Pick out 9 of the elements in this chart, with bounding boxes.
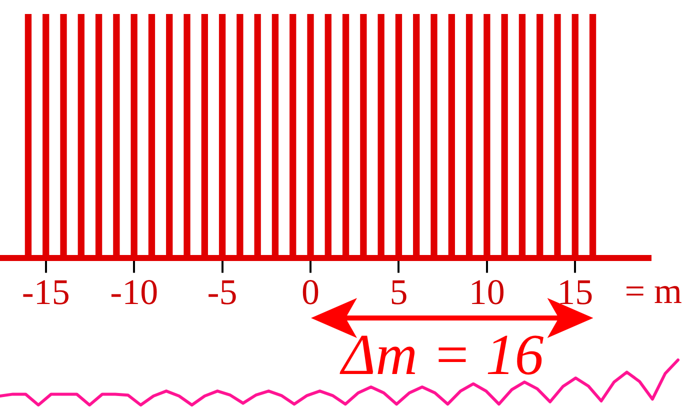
x-tick-label: -15: [22, 272, 70, 312]
x-tick-label: 10: [468, 272, 505, 312]
x-tick-label: -10: [110, 272, 158, 312]
x-axis-title: = m: [624, 270, 682, 311]
x-tick-label: -5: [207, 272, 238, 312]
x-tick-label: 5: [390, 272, 408, 312]
x-tick-label: 0: [302, 272, 320, 312]
annotation: Δm = 16: [342, 322, 544, 387]
x-tick-label: 15: [557, 272, 594, 312]
